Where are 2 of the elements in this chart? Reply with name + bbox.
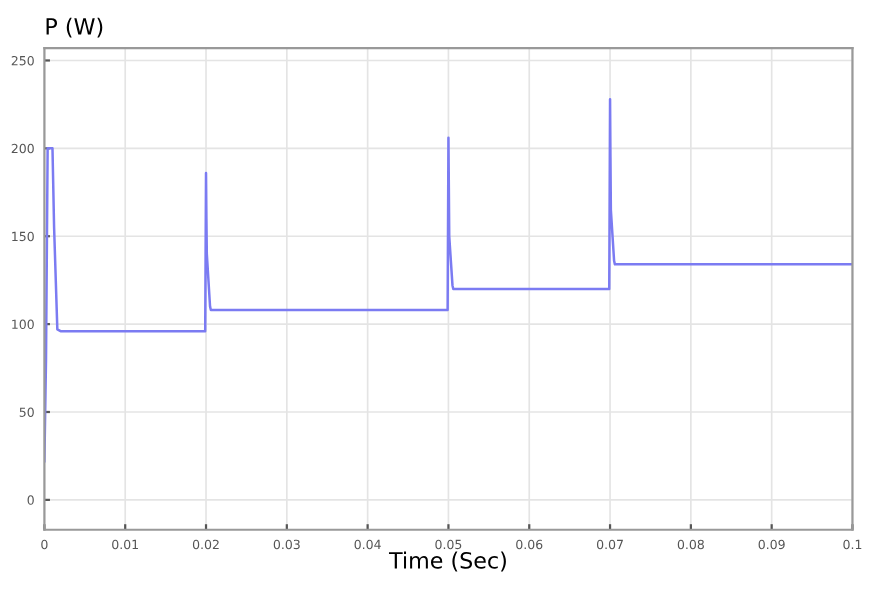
y-axis-title: P (W)	[46, 17, 103, 38]
x-axis-title: Time (Sec)	[388, 551, 506, 572]
